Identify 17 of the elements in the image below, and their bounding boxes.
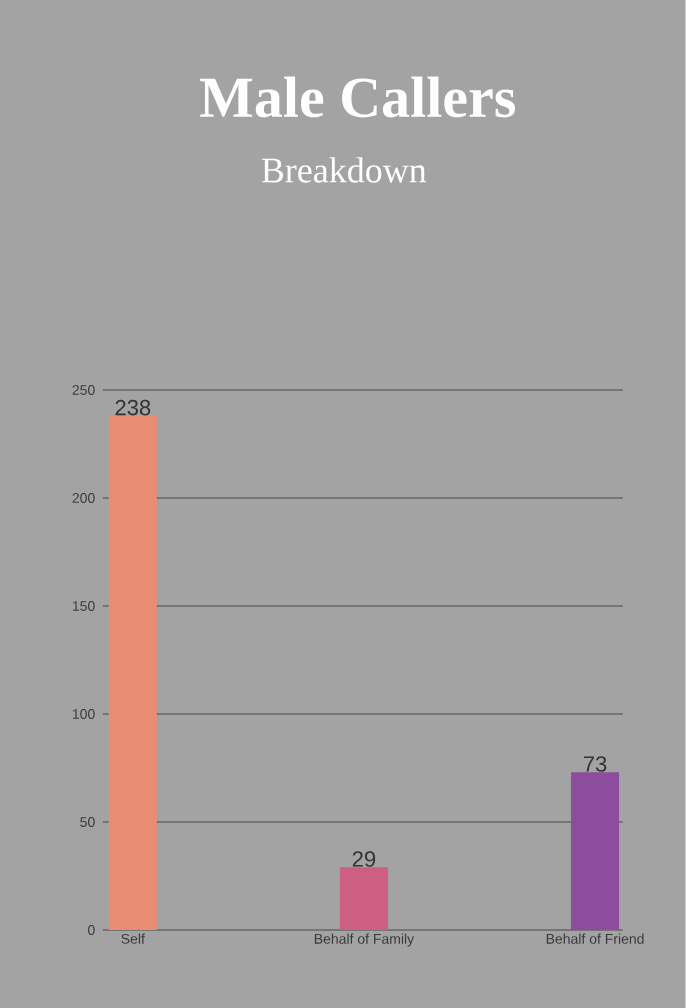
chart-subtitle: Breakdown xyxy=(261,157,427,183)
x-tick-label: Behalf of Family xyxy=(315,933,415,947)
y-tick-label: 200 xyxy=(72,493,95,503)
bar xyxy=(571,772,620,930)
data-label: 29 xyxy=(352,851,376,867)
chart-title: Male Callers xyxy=(200,76,516,118)
data-label: 73 xyxy=(584,756,607,772)
y-tick-label: 50 xyxy=(80,817,95,827)
y-tick-label: 150 xyxy=(73,601,95,611)
y-tick-label: 250 xyxy=(72,385,95,395)
bar xyxy=(340,867,389,930)
x-tick-label: Behalf of Friend xyxy=(546,933,644,944)
bar xyxy=(108,415,157,930)
data-label: 238 xyxy=(115,399,151,416)
x-tick-label: Self xyxy=(121,933,146,944)
y-tick-label: 100 xyxy=(73,709,95,719)
y-tick-label: 0 xyxy=(88,925,95,935)
